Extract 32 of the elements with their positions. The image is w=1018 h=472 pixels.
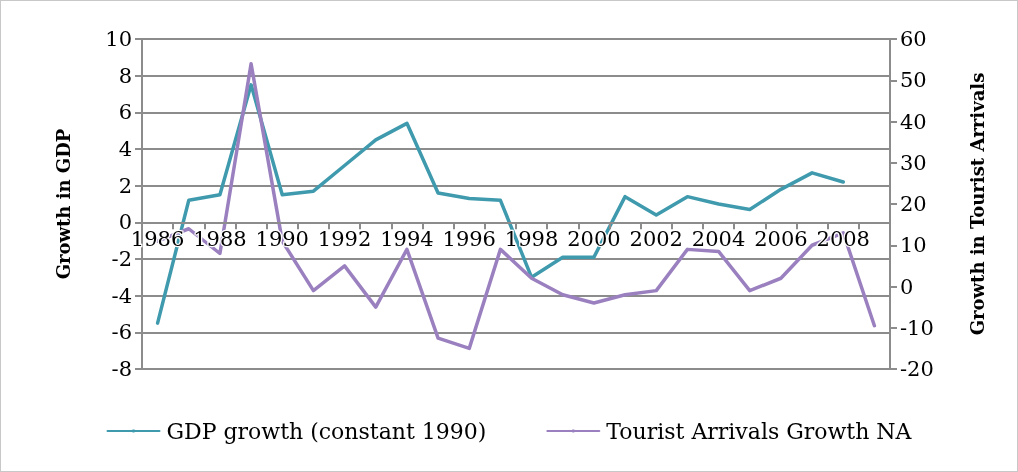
y-tick-label: -8 [111, 357, 132, 381]
x-tick-label: 2004 [691, 226, 746, 251]
y2-tick-label: 0 [900, 274, 914, 299]
x-tick-label: 1988 [193, 226, 247, 251]
y-tick-label: 4 [118, 137, 132, 161]
y2-tick-label: 60 [900, 27, 927, 51]
y2-tick-label: 20 [900, 192, 927, 216]
y2-tick-label: 10 [900, 233, 927, 258]
y-tick-label: -4 [111, 283, 132, 308]
y-tick-label: 10 [105, 27, 132, 51]
y-tick-label: 6 [118, 100, 132, 125]
y-axis-title: Growth in GDP [52, 128, 74, 280]
y2-tick-label: 40 [900, 109, 927, 134]
x-tick-label: 1992 [317, 226, 372, 251]
x-tick-label: 2008 [816, 226, 870, 251]
legend-label: GDP growth (constant 1990) [166, 418, 487, 444]
y2-tick-label: -20 [900, 357, 934, 381]
y-tick-label: 2 [118, 173, 132, 198]
x-tick-label: 1990 [255, 226, 309, 251]
legend-label: Tourist Arrivals Growth NA [606, 418, 913, 444]
x-tick-label: 2002 [629, 226, 683, 251]
y-tick-label: 0 [118, 210, 132, 235]
y-tick-label: -6 [111, 320, 132, 345]
y2-tick-label: 30 [900, 150, 927, 175]
y2-tick-label: 50 [900, 68, 927, 93]
x-tick-label: 1994 [380, 226, 434, 251]
x-tick-label: 1996 [442, 226, 496, 251]
y2-axis-title: Growth in Tourist Arrivals [966, 72, 988, 336]
x-tick-label: 2006 [754, 226, 808, 251]
y-tick-label: -2 [111, 247, 132, 271]
y2-tick-label: -10 [900, 315, 934, 340]
y-tick-label: 8 [118, 63, 132, 88]
